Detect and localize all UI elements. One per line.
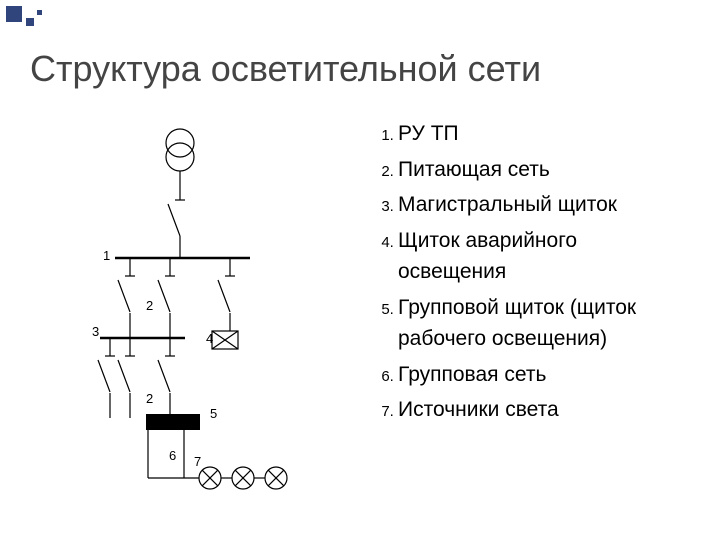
lighting-network-diagram: 1 2 3 4 2 5 6 7 — [30, 118, 360, 508]
content-area: 1 2 3 4 2 5 6 7 РУ ТП Питающая сетьМагистральный… — [30, 118, 690, 520]
diagram-label-6: 6 — [169, 448, 176, 463]
diagram-label-2b: 2 — [146, 391, 153, 406]
legend-list: РУ ТП Питающая сетьМагистральный щиток Щит… — [370, 118, 690, 426]
diagram-label-3: 3 — [92, 324, 99, 339]
legend-item-6: Групповая сеть — [398, 359, 690, 391]
legend-item-7: Источники света — [398, 394, 690, 426]
diagram-column: 1 2 3 4 2 5 6 7 — [30, 118, 360, 520]
legend-item-5: Групповой щиток (щиток рабочего освещени… — [398, 292, 690, 355]
legend-column: РУ ТП Питающая сетьМагистральный щиток Щит… — [360, 118, 690, 520]
legend-item-2: Питающая сеть — [398, 154, 690, 186]
legend-item-3: Магистральный щиток — [398, 189, 690, 221]
diagram-label-5: 5 — [210, 406, 217, 421]
diagram-label-7: 7 — [194, 454, 201, 469]
legend-item-4: Щиток аварийного освещения — [398, 225, 690, 288]
diagram-label-4: 4 — [206, 331, 213, 346]
slide-title: Структура осветительной сети — [30, 48, 541, 90]
legend-item-1: РУ ТП — [398, 118, 690, 150]
diagram-label-1: 1 — [103, 248, 110, 263]
diagram-label-2a: 2 — [146, 298, 153, 313]
